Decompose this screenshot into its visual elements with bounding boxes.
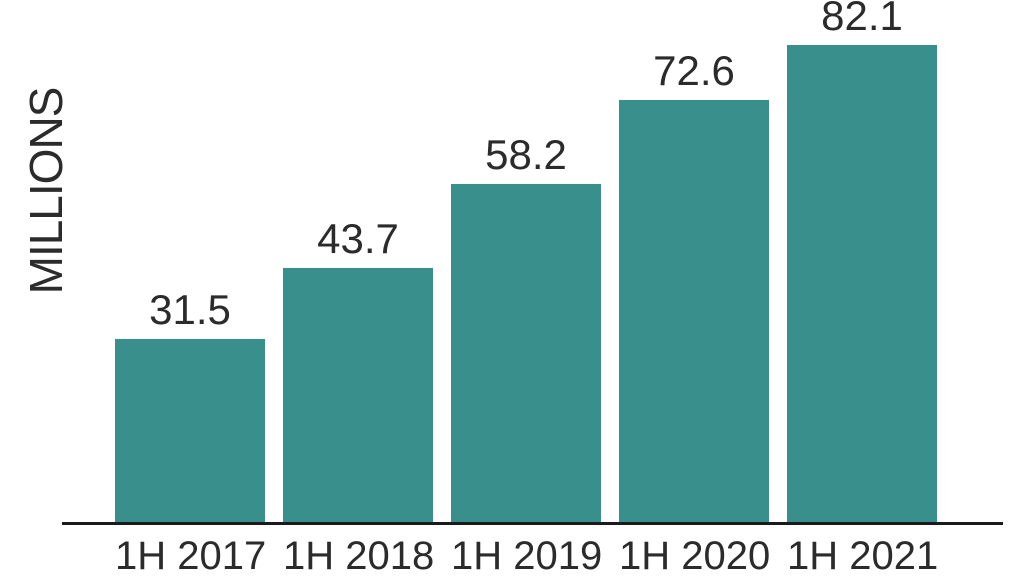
bars-container: 31.5 43.7 58.2 72.6 82.1 (115, 0, 937, 522)
x-axis-tick-label: 1H 2018 (283, 534, 435, 578)
bar-group: 43.7 (283, 218, 433, 522)
bar-value-label: 72.6 (653, 47, 735, 94)
x-axis-tick-label: 1H 2021 (787, 534, 939, 578)
bar (787, 45, 937, 522)
x-axis-line (62, 522, 1003, 525)
bar (283, 268, 433, 522)
bar-group: 31.5 (115, 289, 265, 522)
bar (451, 184, 601, 522)
bar (619, 100, 769, 522)
bar-value-label: 82.1 (821, 0, 903, 39)
bar-group: 82.1 (787, 0, 937, 522)
x-axis-tick-label: 1H 2017 (115, 534, 267, 578)
y-axis-label: MILLIONS (20, 87, 72, 295)
bar (115, 339, 265, 522)
bar-group: 72.6 (619, 50, 769, 522)
x-axis-tick-label: 1H 2019 (451, 534, 603, 578)
x-axis-tick-label: 1H 2020 (619, 534, 771, 578)
bar-value-label: 58.2 (485, 131, 567, 178)
bar-value-label: 43.7 (317, 215, 399, 262)
bar-value-label: 31.5 (149, 286, 231, 333)
x-axis-tick-labels: 1H 2017 1H 2018 1H 2019 1H 2020 1H 2021 (115, 534, 939, 578)
bar-group: 58.2 (451, 134, 601, 522)
